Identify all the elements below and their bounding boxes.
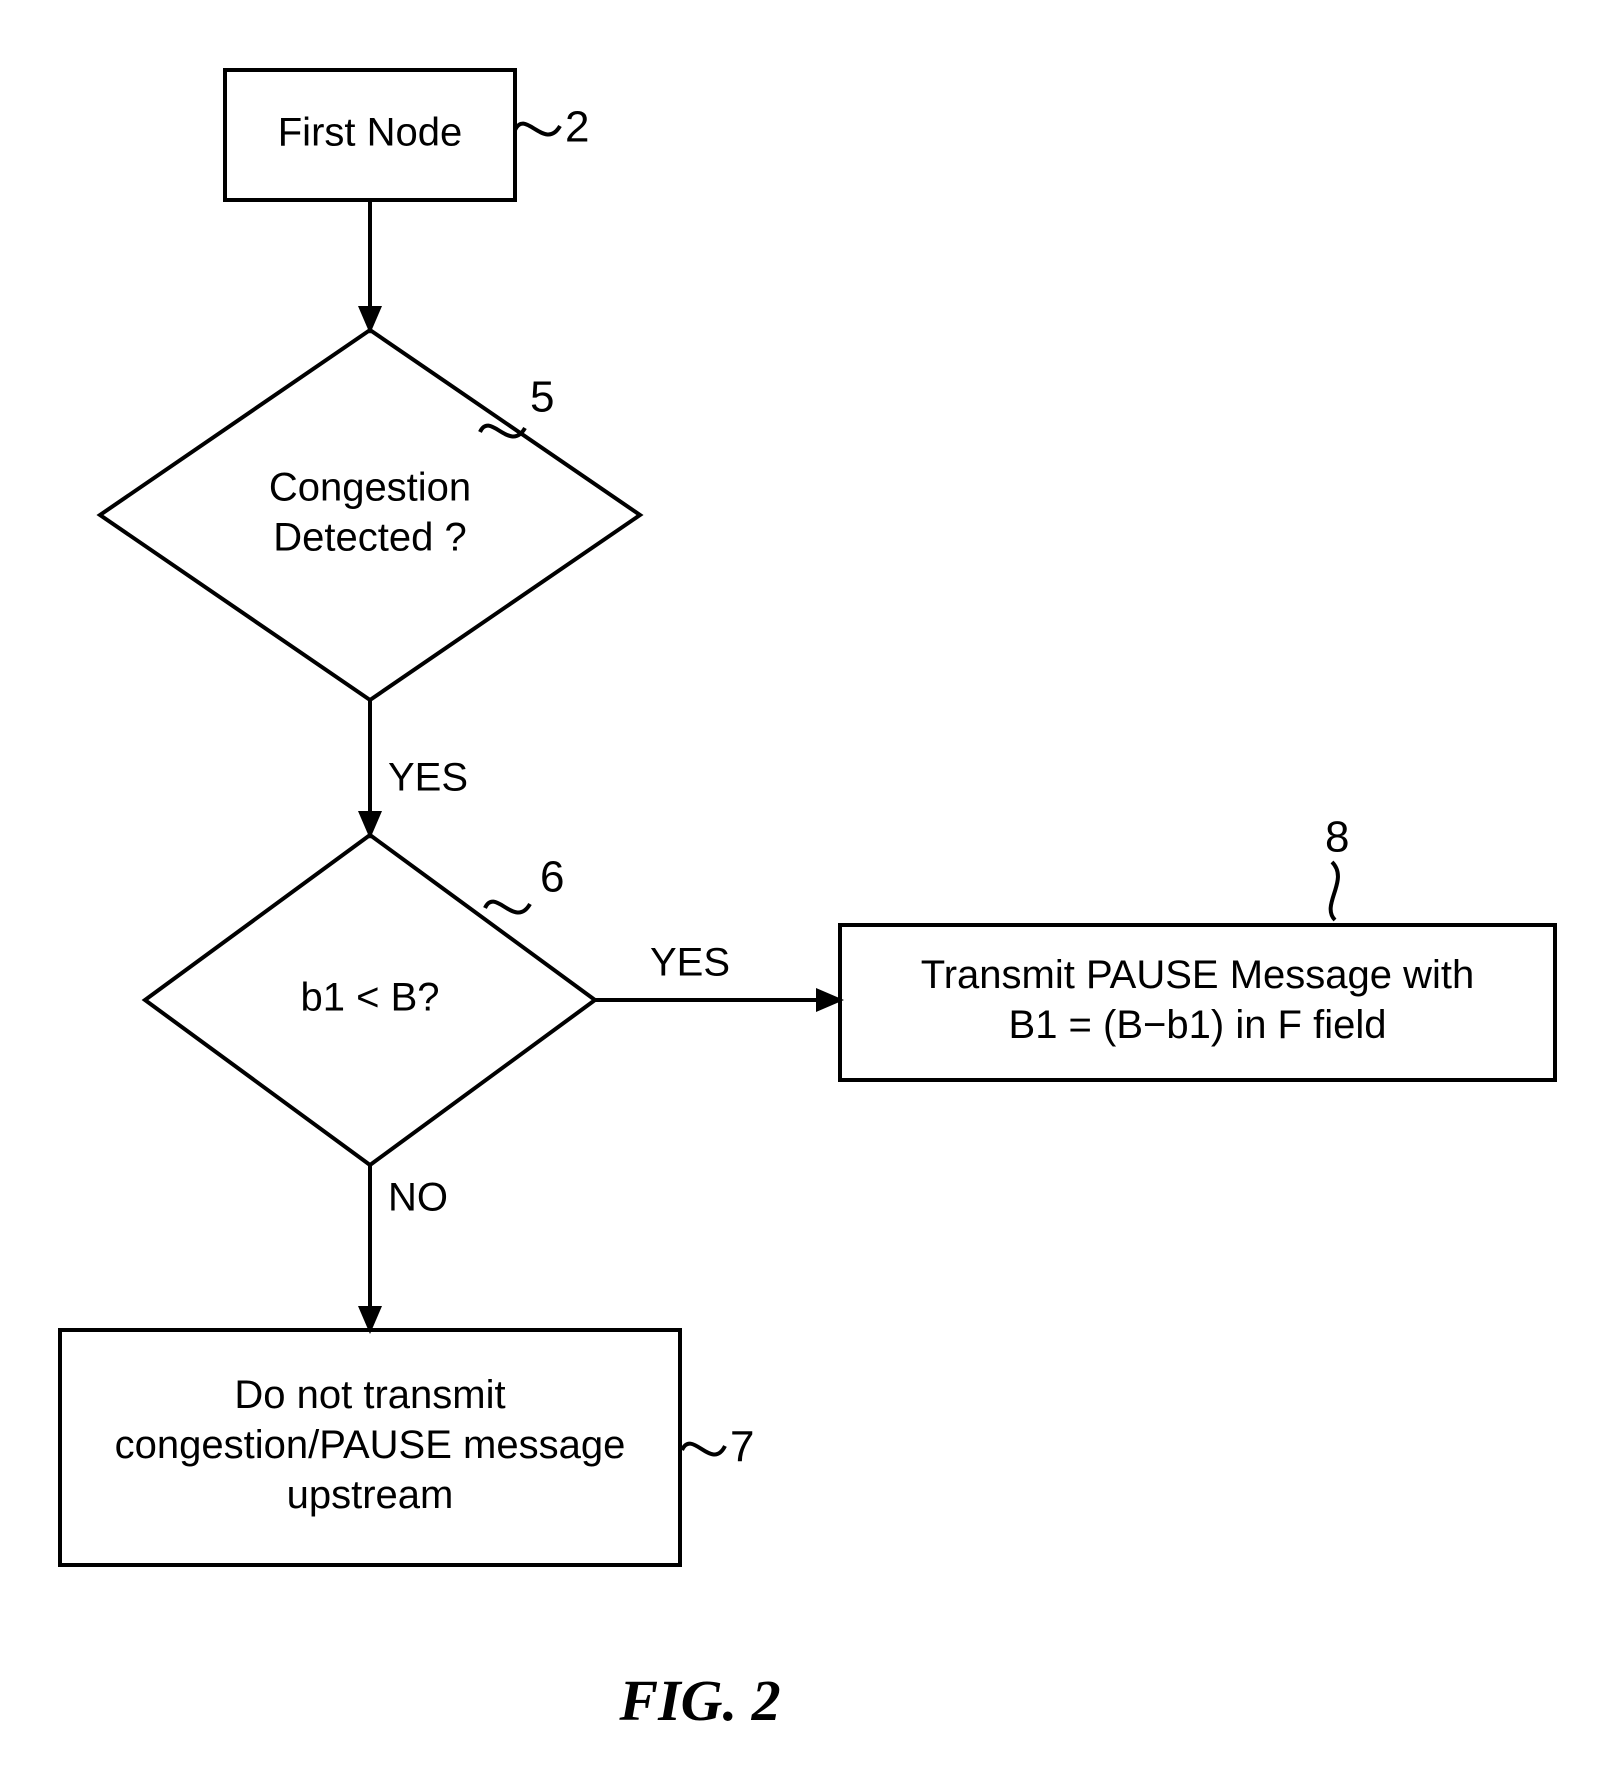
first_node-ref: 2 — [565, 103, 589, 152]
no_transmit-label: upstream — [287, 1473, 454, 1517]
congestion-ref: 5 — [530, 373, 554, 422]
first_node-leader — [515, 124, 560, 135]
edge-2-label: NO — [388, 1176, 448, 1220]
b1_lt_B-label: b1 < B? — [300, 976, 439, 1020]
figure-caption: FIG. 2 — [618, 1668, 780, 1733]
edge-1-label: YES — [388, 756, 468, 800]
congestion-label: Congestion — [269, 466, 471, 510]
no_transmit-ref: 7 — [730, 1423, 754, 1472]
transmit_pause-label: B1 = (B−b1) in F field — [1009, 1003, 1387, 1047]
b1_lt_B-leader — [485, 902, 530, 913]
first_node-label: First Node — [278, 111, 463, 155]
no_transmit-label: congestion/PAUSE message — [115, 1423, 626, 1467]
transmit_pause-label: Transmit PAUSE Message with — [921, 953, 1475, 997]
no_transmit-leader — [682, 1444, 725, 1455]
edge-3-label: YES — [650, 941, 730, 985]
congestion-label: Detected ? — [273, 516, 466, 560]
no_transmit-label: Do not transmit — [234, 1373, 505, 1417]
transmit_pause-leader — [1331, 862, 1338, 920]
transmit_pause-ref: 8 — [1325, 813, 1349, 862]
b1_lt_B-ref: 6 — [540, 853, 564, 902]
